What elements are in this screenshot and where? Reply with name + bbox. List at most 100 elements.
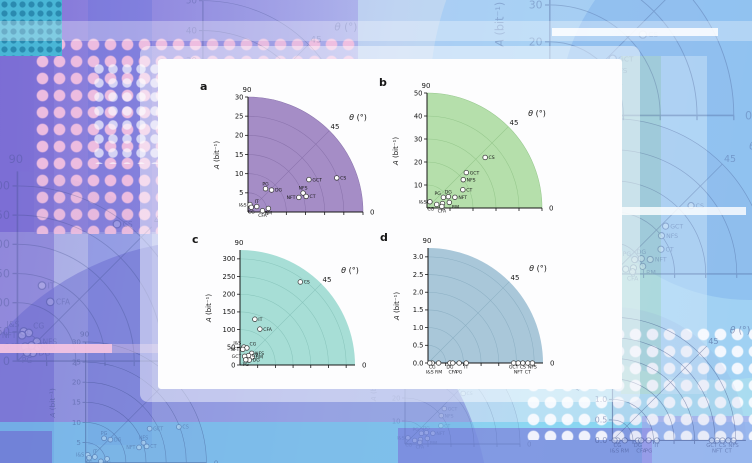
- data-point-NFS: [657, 232, 666, 240]
- r-tick-label: 0.0: [413, 359, 424, 367]
- data-point-label-CG: CG: [427, 206, 434, 212]
- theta-45-label: 45: [510, 119, 519, 127]
- r-tick-label: 1.0: [413, 324, 424, 332]
- r-tick-label: 30: [72, 337, 82, 346]
- data-point-label-DG: DG: [275, 188, 283, 194]
- data-point-label-I&S: I&S: [233, 340, 241, 346]
- data-point-label-PG: PG: [412, 427, 419, 433]
- data-point-GCT: [441, 405, 447, 412]
- figure-card: 5 10 15 20 25 30 90 0 45 θ (°) A (bit⁻¹) a PG DG GCT CS…: [158, 59, 622, 389]
- data-point-NFT: [17, 330, 27, 340]
- data-point-label-CT: CT: [252, 353, 258, 359]
- r-tick-label: 10: [235, 170, 244, 178]
- r-tick-label: 10: [72, 418, 82, 427]
- theta-0-label: 0: [550, 360, 554, 368]
- data-point-PG: [101, 435, 107, 442]
- data-point-CG: [248, 204, 254, 210]
- data-point-label-GCT: GCT: [670, 223, 683, 230]
- data-point-label-NFS: NFS: [299, 186, 308, 192]
- data-point-label-NFT: NFT: [126, 445, 135, 451]
- data-point-label-PG: PG: [101, 431, 108, 437]
- data-point-label-DG: DG: [634, 443, 642, 449]
- data-point-label-PG: PG: [434, 191, 441, 197]
- data-point-label-NFT: NFT: [712, 448, 723, 454]
- data-point-CS: [482, 154, 488, 161]
- data-point-RM: [639, 262, 647, 270]
- data-point-label-IT: IT: [255, 199, 259, 205]
- data-point-label-CG: CG: [86, 460, 93, 463]
- data-point-label-CS: CS: [520, 365, 526, 371]
- data-point-NFT: [646, 255, 654, 264]
- data-point-label-IT: IT: [48, 281, 55, 290]
- data-point-CT: [657, 245, 665, 253]
- data-point-PG: [418, 430, 425, 437]
- data-point-label-GCT: GCT: [448, 406, 458, 412]
- data-point-label-RM: RM: [256, 355, 263, 361]
- polar-disc: [612, 118, 752, 274]
- data-point-label-CFA: CFA: [627, 275, 639, 282]
- data-point-label-CG: CG: [613, 443, 621, 449]
- data-point-label-NFS: NFS: [528, 365, 537, 371]
- theta-0-label: 0: [527, 441, 531, 449]
- data-point-NFS: [140, 439, 147, 446]
- data-point-CG: [412, 437, 418, 444]
- r-tick-label: 40: [414, 112, 423, 120]
- r-tick-label: 100: [0, 297, 10, 310]
- halftone-teal-dots: [0, 0, 62, 56]
- data-point-label-PG: PG: [22, 356, 33, 365]
- data-point-label-CFA: CFA: [258, 213, 267, 219]
- polar-disc: [85, 341, 207, 463]
- data-point-label-CFA: CFA: [438, 209, 447, 215]
- r-axis-title: A (bit⁻¹): [392, 137, 400, 166]
- r-tick-label: 50: [227, 344, 236, 352]
- panel-d-plot: 0.0 0.5 1.0 1.5 2.0 2.5 3.0 90 0 45 θ (°) A (bit⁻¹)…: [380, 231, 554, 375]
- r-tick-label: 25: [72, 357, 81, 366]
- r-tick-label: 300: [0, 180, 10, 193]
- data-point-I&S: [405, 435, 411, 441]
- data-point-label-NFS: NFS: [42, 337, 57, 346]
- theta-axis-title: θ (°): [528, 109, 546, 118]
- data-point-label-I&S: I&S: [7, 320, 20, 329]
- grid-arc: [17, 273, 106, 362]
- grid-arc: [85, 442, 107, 463]
- data-point-label-CT: CT: [310, 194, 316, 200]
- data-point-GCT: [463, 169, 469, 176]
- data-point-label-CS: CS: [182, 425, 188, 431]
- panel-letter: a: [200, 80, 207, 93]
- data-point-PG: [243, 357, 249, 363]
- data-point-label-CS: CS: [123, 220, 133, 229]
- data-point-IT: [653, 437, 660, 444]
- r-tick-label: 20: [529, 35, 543, 48]
- data-point-CS: [460, 390, 466, 397]
- data-point-label-RM: RM: [103, 462, 111, 463]
- theta-45-label: 45: [724, 154, 736, 165]
- data-point-CFA: [45, 297, 55, 307]
- data-point-label-DG: DG: [423, 425, 431, 431]
- data-point-NFS: [460, 177, 466, 183]
- grid-arc: [17, 331, 48, 362]
- data-point-CG: [24, 328, 34, 338]
- r-tick-label: 150: [223, 308, 236, 316]
- data-point-CFA: [439, 203, 445, 210]
- theta-0-label: 0: [370, 209, 374, 217]
- data-point-PG: [262, 186, 269, 192]
- data-point-NFS: [300, 190, 306, 196]
- data-point-label-DG: DG: [114, 437, 122, 443]
- theta-45-label: 45: [310, 35, 322, 45]
- theta-axis-title: θ (°): [730, 326, 750, 337]
- theta-axis-title: θ (°): [529, 264, 547, 273]
- data-point-CS: [176, 424, 182, 430]
- pink-bar: [0, 344, 112, 353]
- data-point-label-RM: RM: [452, 204, 459, 210]
- data-point-label-IT: IT: [93, 449, 97, 455]
- grid-arc: [549, 4, 661, 116]
- data-point-label-CG: CG: [248, 210, 255, 216]
- data-point-I&S: [19, 326, 29, 336]
- data-point-CS: [334, 175, 340, 181]
- theta-45-label: 45: [708, 336, 718, 346]
- panel-c-plot: 0 50 100 150 200 250 300 90 0 45 θ (°) A (bit⁻¹) c CS…: [192, 233, 366, 370]
- data-point-NFS: [438, 413, 444, 419]
